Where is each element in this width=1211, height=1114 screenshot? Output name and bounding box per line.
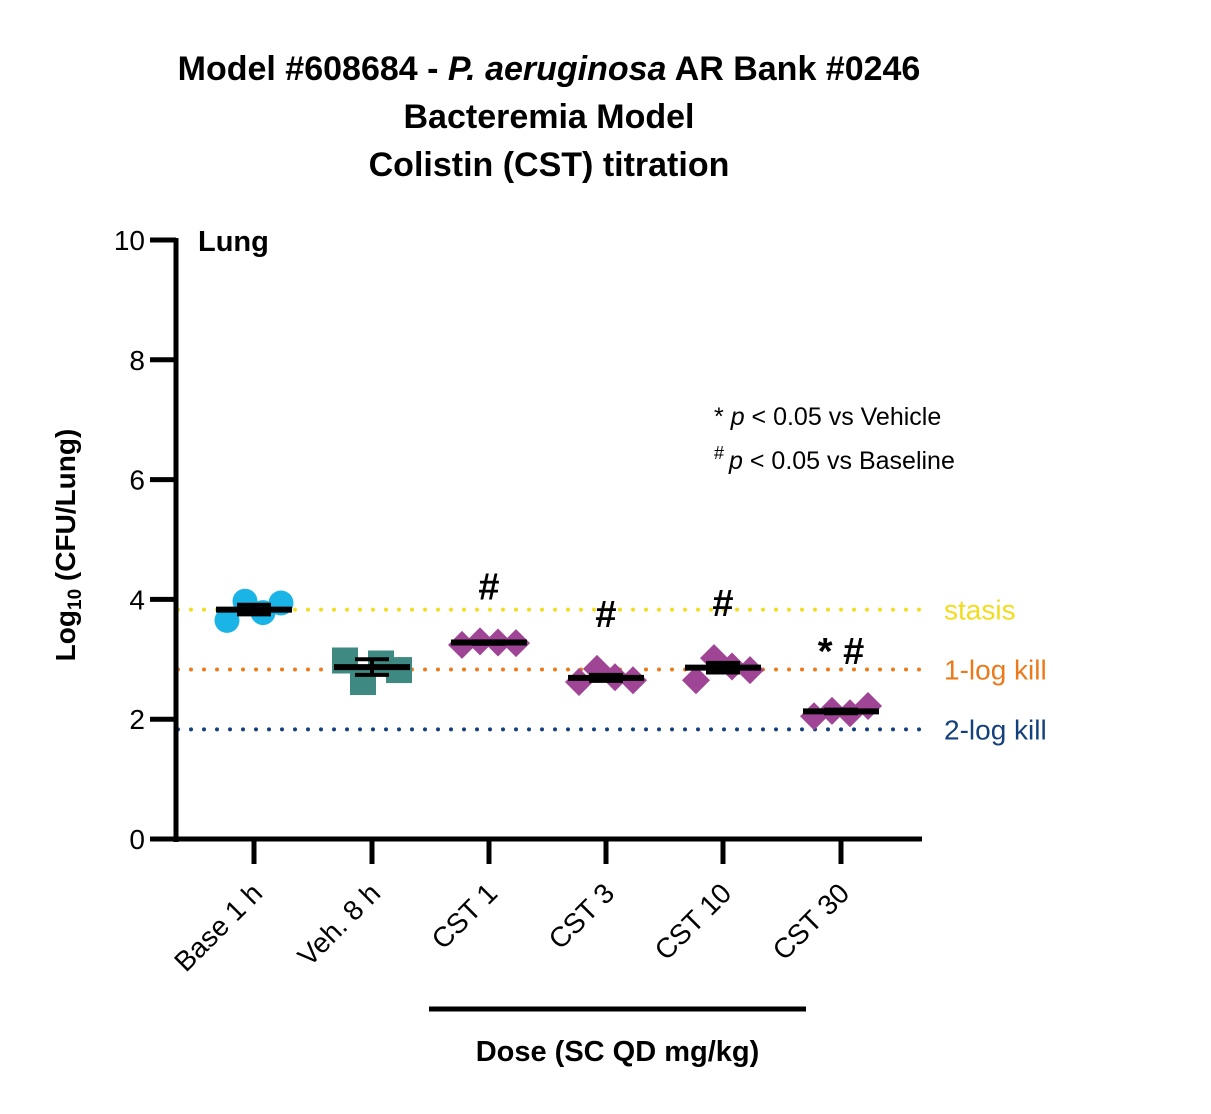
title-line: Colistin (CST) titration bbox=[369, 146, 730, 184]
legend-entry: * p < 0.05 vs Vehicle bbox=[714, 403, 941, 431]
reference-line-label: 1-log kill bbox=[944, 654, 1047, 685]
x-tick-label: CST 1 bbox=[426, 877, 504, 955]
reference-lines: stasis 1-log kill 2-log kill bbox=[176, 595, 1047, 745]
x-tick-label: CST 10 bbox=[649, 877, 738, 966]
x-axis-label: Dose (SC QD mg/kg) bbox=[476, 1036, 760, 1068]
chart-title: Model #608684 - P. aeruginosa AR Bank #0… bbox=[178, 50, 921, 184]
reference-line-label: stasis bbox=[944, 595, 1016, 626]
x-tick-label: Base 1 h bbox=[168, 877, 268, 977]
significance-annotation: # bbox=[712, 583, 733, 625]
significance-annotations: # # # * # bbox=[478, 566, 864, 673]
data-point bbox=[682, 666, 710, 695]
y-tick-label: 10 bbox=[114, 225, 145, 256]
legend-entry: # p < 0.05 vs Baseline bbox=[714, 443, 955, 475]
legend: * p < 0.05 vs Vehicle # p < 0.05 vs Basel… bbox=[714, 403, 955, 475]
x-tick-label: CST 3 bbox=[543, 877, 621, 955]
title-line: Model #608684 - P. aeruginosa AR Bank #0… bbox=[178, 50, 921, 88]
y-tick-label: 0 bbox=[129, 824, 145, 855]
y-tick-label: 8 bbox=[129, 345, 145, 376]
significance-annotation: * # bbox=[818, 631, 864, 673]
reference-line-label: 2-log kill bbox=[944, 714, 1047, 745]
panel-label: Lung bbox=[198, 226, 269, 258]
data-point bbox=[214, 607, 240, 633]
data-groups bbox=[214, 588, 882, 731]
y-tick-label: 2 bbox=[129, 704, 145, 735]
y-tick-label: 4 bbox=[129, 584, 145, 615]
significance-annotation: # bbox=[478, 566, 499, 608]
y-tick-label: 6 bbox=[129, 465, 145, 496]
title-line: Bacteremia Model bbox=[404, 98, 695, 136]
y-axis-label: Log10 (CFU/Lung) bbox=[50, 429, 86, 662]
significance-annotation: # bbox=[595, 594, 616, 636]
x-axis: Base 1 h Veh. 8 h CST 1 CST 3 CST 10 CST 30 bbox=[150, 836, 922, 977]
y-axis: 0 2 4 6 8 10 bbox=[114, 225, 179, 855]
x-tick-label: CST 30 bbox=[767, 877, 856, 966]
x-tick-label: Veh. 8 h bbox=[292, 877, 387, 972]
